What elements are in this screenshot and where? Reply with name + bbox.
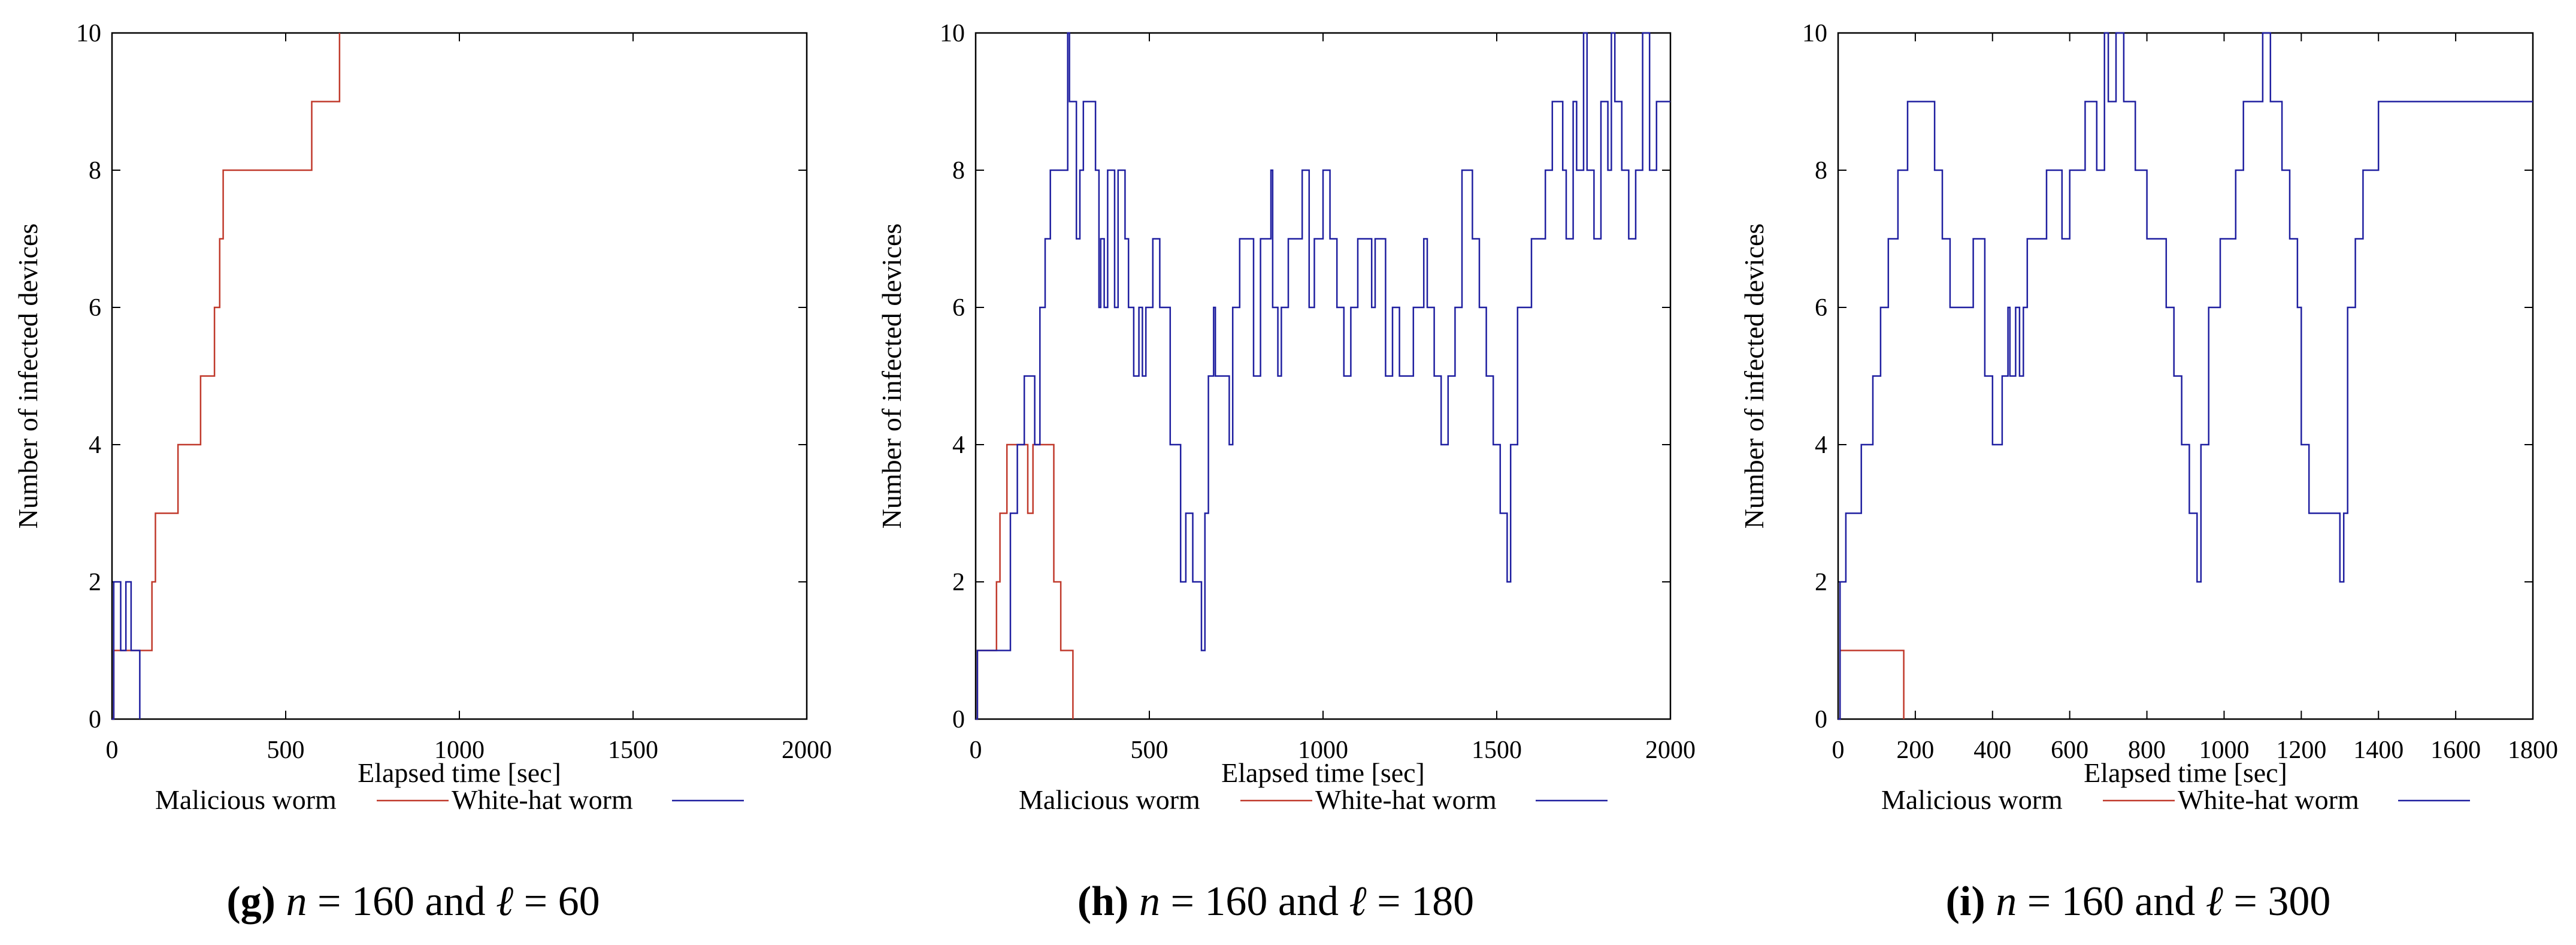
x-tick-label: 1200: [2276, 736, 2326, 764]
y-tick-label: 2: [89, 569, 101, 596]
x-axis-title: Elapsed time [sec]: [358, 757, 561, 788]
caption-i-letter: (i): [1945, 878, 1985, 925]
x-tick-label: 400: [1973, 736, 2011, 764]
x-tick-label: 1000: [2199, 736, 2249, 764]
x-axis-title: Elapsed time [sec]: [2084, 757, 2287, 788]
y-tick-label: 2: [1815, 569, 1827, 596]
caption-i-ell: ℓ: [2205, 878, 2223, 925]
x-tick-label: 500: [1131, 736, 1169, 764]
y-tick-label: 0: [1815, 706, 1827, 733]
caption-h-ell: ℓ: [1349, 878, 1367, 925]
x-tick-label: 1800: [2508, 736, 2558, 764]
x-tick-label: 0: [106, 736, 119, 764]
y-tick-label: 8: [89, 157, 101, 185]
legend-label-malicious: Malicious worm: [155, 784, 337, 815]
plot-frame: [111, 32, 808, 720]
y-axis-title: Number of infected devices: [13, 224, 43, 529]
series-line-white-hat: [1838, 32, 2533, 720]
x-tick-label: 1400: [2353, 736, 2404, 764]
y-tick-label: 6: [89, 294, 101, 322]
caption-i: (i) n = 160 and ℓ = 300: [1945, 878, 2331, 925]
x-axis-title: Elapsed time [sec]: [1221, 757, 1425, 788]
x-tick-label: 200: [1896, 736, 1934, 764]
plot-frame: [1837, 32, 2534, 720]
y-tick-label: 6: [1815, 294, 1827, 322]
x-tick-label: 1000: [1298, 736, 1348, 764]
legend-label-white-hat: White-hat worm: [1315, 784, 1497, 815]
y-tick-label: 10: [940, 20, 965, 47]
x-tick-label: 0: [1832, 736, 1845, 764]
y-tick-label: 4: [952, 431, 965, 459]
chart-i: 0 2 4 6 8 10 0 200 400 600 800 1000 1200 1400 1600 1800…: [1739, 20, 2558, 815]
y-tick-label: 8: [952, 157, 965, 185]
caption-i-n: n: [1996, 878, 2017, 925]
series-line-malicious: [1838, 650, 1905, 720]
caption-g: (g) n = 160 and ℓ = 60: [226, 878, 600, 925]
x-tick-label: 800: [2128, 736, 2166, 764]
y-axis-title: Number of infected devices: [1739, 224, 1769, 529]
x-tick-label: 1600: [2430, 736, 2481, 764]
caption-g-letter: (g): [226, 878, 276, 925]
x-tick-label: 600: [2051, 736, 2088, 764]
series-line-malicious: [976, 443, 1074, 720]
y-tick-label: 10: [1802, 20, 1827, 47]
y-tick-label: 4: [89, 431, 101, 459]
legend-label-malicious: Malicious worm: [1881, 784, 2063, 815]
x-tick-label: 1500: [1472, 736, 1522, 764]
series-line-malicious: [112, 33, 341, 720]
caption-h: (h) n = 160 and ℓ = 180: [1077, 878, 1475, 925]
x-tick-label: 1000: [434, 736, 485, 764]
series-line-white-hat: [112, 581, 141, 720]
chart-h: 0 2 4 6 8 10 0 500 1000 1500 2000 Elapsed time [sec…: [876, 20, 1696, 815]
caption-g-n: n: [286, 878, 307, 925]
x-tick-label: 2000: [782, 736, 832, 764]
chart-g: 0 2 4 6 8 10 0 500 1000 1500 2000 Elapsed time [sec…: [13, 20, 832, 815]
plot-frame: [974, 32, 1672, 720]
legend-label-malicious: Malicious worm: [1019, 784, 1200, 815]
y-tick-label: 8: [1815, 157, 1827, 185]
series-line-white-hat: [976, 32, 1670, 720]
y-tick-label: 0: [89, 706, 101, 733]
x-tick-label: 2000: [1645, 736, 1696, 764]
x-tick-label: 0: [970, 736, 982, 764]
y-tick-label: 10: [76, 20, 101, 47]
y-axis-title: Number of infected devices: [876, 224, 907, 529]
caption-h-letter: (h): [1077, 878, 1129, 925]
caption-g-ell: ℓ: [496, 878, 514, 925]
y-tick-label: 2: [952, 569, 965, 596]
legend-label-white-hat: White-hat worm: [2178, 784, 2359, 815]
legend-label-white-hat: White-hat worm: [452, 784, 633, 815]
y-tick-label: 4: [1815, 431, 1827, 459]
y-tick-label: 0: [952, 706, 965, 733]
x-tick-label: 500: [267, 736, 305, 764]
x-tick-label: 1500: [608, 736, 658, 764]
caption-h-n: n: [1139, 878, 1160, 925]
y-tick-label: 6: [952, 294, 965, 322]
